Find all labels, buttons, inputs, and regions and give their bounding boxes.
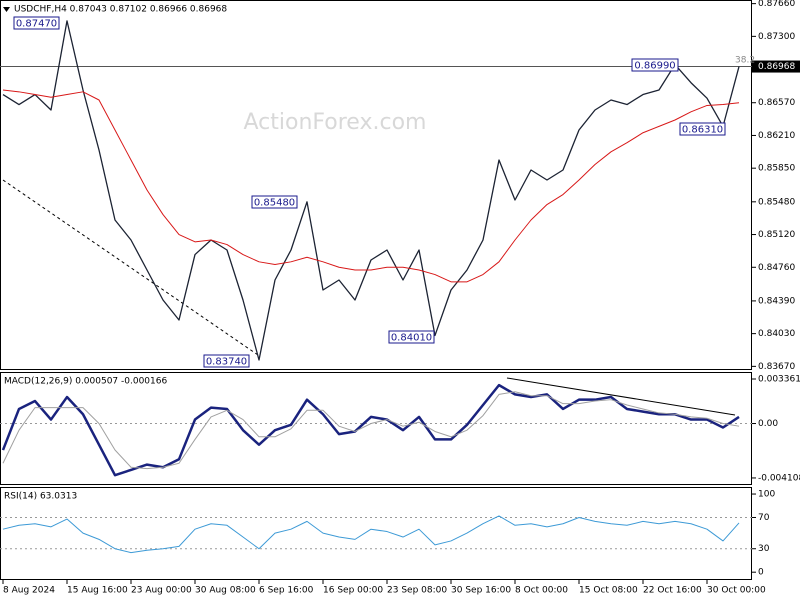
x-tick-label: 23 Sep 08:00 [387, 586, 447, 596]
y-tick-label: 0 [758, 568, 764, 578]
panel-title: RSI(14) 63.0313 [4, 492, 77, 502]
x-tick-label: 8 Oct 00:00 [515, 586, 568, 596]
series-line [2, 515, 740, 554]
x-tick-label: 15 Aug 16:00 [67, 586, 128, 596]
annotation-box [251, 195, 298, 209]
y-tick-label: 30 [758, 544, 770, 554]
annotation: 0.86310 [682, 125, 723, 136]
watermark: ActionForex.com [244, 110, 427, 135]
annotations: 0.87470 0.85480 0.83740 0.84010 0.86990 … [13, 16, 755, 368]
y-tick-label: 0.86210 [758, 131, 795, 141]
series-line [2, 20, 740, 361]
panel-frame [0, 0, 752, 370]
x-tick-label: 23 Aug 00:00 [131, 586, 192, 596]
y-tick-label: 0.85850 [758, 164, 795, 174]
series-line [2, 391, 740, 470]
annotation: 0.86990 [634, 61, 675, 72]
x-tick-label: 22 Oct 16:00 [643, 586, 702, 596]
y-tick-label: 0.86570 [758, 98, 795, 108]
annotation-box [388, 330, 435, 344]
y-tick-label: 70 [758, 513, 770, 523]
y-tick-label: 0.85480 [758, 197, 795, 207]
panel-title: MACD(12,26,9) 0.000507 -0.000166 [4, 377, 167, 387]
panel-frame [0, 487, 752, 580]
y-tick-label: 0.00 [758, 419, 778, 429]
annotation: 0.83740 [206, 357, 247, 368]
annotation-box [13, 16, 60, 30]
last-price-tag [752, 60, 800, 73]
last-price-label: 0.86968 [758, 62, 795, 72]
x-tick-label: 15 Oct 08:00 [579, 586, 638, 596]
x-tick-label: 16 Sep 00:00 [323, 586, 383, 596]
title-icon [3, 7, 10, 12]
series-line [2, 89, 740, 283]
y-tick-label: 0.83670 [758, 362, 795, 372]
annotation-box [203, 354, 250, 368]
annotation: 0.84010 [391, 333, 432, 344]
y-tick-label: -0.004108 [758, 473, 800, 483]
y-tick-label: 0.87300 [758, 32, 795, 42]
fib-label: 38.2 [735, 56, 755, 66]
x-tick-label: 30 Sep 16:00 [451, 586, 511, 596]
annotation: 0.85480 [254, 198, 295, 209]
x-tick-label: 8 Aug 2024 [3, 586, 55, 596]
y-tick-label: 100 [758, 490, 775, 500]
x-tick-label: 6 Sep 16:00 [259, 586, 314, 596]
panel-frame [0, 372, 752, 485]
y-tick-label: 0.84390 [758, 296, 795, 306]
annotation-box [631, 58, 679, 72]
x-tick-label: 30 Oct 00:00 [707, 586, 766, 596]
y-tick-label: 0.84030 [758, 329, 795, 339]
panel-title: USDCHF,H4 0.87043 0.87102 0.86966 0.8696… [14, 5, 227, 15]
y-tick-label: 0.87660 [758, 0, 795, 9]
annotation: 0.87470 [16, 19, 57, 30]
y-tick-label: 0.85120 [758, 230, 795, 240]
x-tick-label: 30 Aug 08:00 [195, 586, 256, 596]
y-tick-label: 0.003361 [758, 375, 800, 385]
y-tick-label: 0.84760 [758, 263, 795, 273]
macd-trend-line [506, 377, 736, 416]
annotation-box [679, 122, 726, 136]
